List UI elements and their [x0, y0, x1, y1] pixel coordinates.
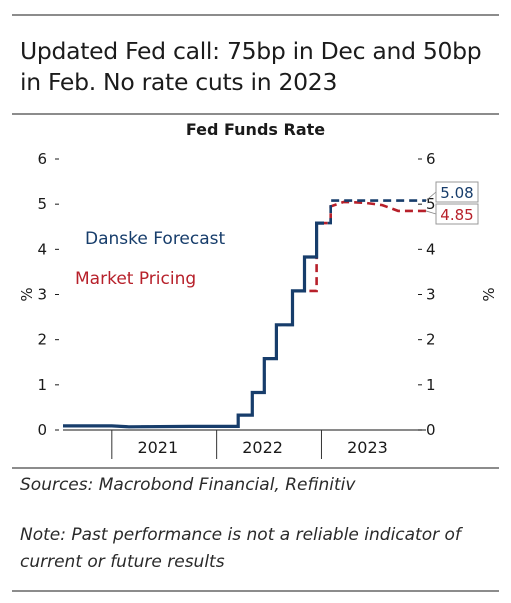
y-axis-label-left: % — [18, 287, 36, 301]
y-tick-label-right: 4 — [426, 240, 436, 258]
page-title: Updated Fed call: 75bp in Dec and 50bp i… — [20, 37, 482, 96]
top-rule — [12, 14, 499, 16]
y-tick-label-left: 1 — [37, 376, 47, 394]
series-line-actual — [63, 221, 324, 429]
y-tick-label-right: 0 — [426, 421, 436, 439]
y-axis-label-right: % — [480, 287, 498, 301]
y-tick-label-left: 6 — [37, 150, 47, 168]
legend-danske-forecast: Danske Forecast — [85, 229, 226, 249]
y-tick-label-right: 6 — [426, 150, 436, 168]
y-tick-label-left: 0 — [37, 421, 47, 439]
x-tick-label: 2021 — [137, 438, 178, 457]
bottom-rule — [12, 590, 499, 592]
end-value-label-danske-forecast: 5.08 — [440, 184, 473, 202]
x-tick-label: 2022 — [242, 438, 283, 457]
y-tick-label-right: 3 — [426, 286, 436, 304]
y-tick-label-right: 1 — [426, 376, 436, 394]
y-tick-label-left: 5 — [37, 195, 47, 213]
y-tick-label-left: 2 — [37, 331, 47, 349]
end-label-leader — [425, 210, 437, 215]
end-label-box — [435, 203, 479, 225]
y-tick-label-left: 4 — [37, 240, 47, 258]
sources-text: Sources: Macrobond Financial, Refinitiv — [20, 475, 356, 495]
legend-market-pricing: Market Pricing — [75, 269, 196, 289]
fed-funds-chart: 0 0 1 1 2 2 3 3 4 4 5 5 6 6% % 2021 2022 2023 5.08 4.85 Dans… — [18, 150, 498, 459]
chart-divider — [12, 467, 499, 469]
series-line-market-pricing — [309, 200, 426, 293]
end-label-box — [435, 181, 479, 203]
x-tick-label: 2023 — [347, 438, 388, 457]
title-divider — [12, 113, 499, 115]
end-label-leader — [425, 191, 437, 201]
y-tick-label-left: 3 — [37, 286, 47, 304]
chart-title: Fed Funds Rate — [185, 120, 326, 139]
disclaimer-note: Note: Past performance is not a reliable… — [20, 525, 461, 572]
end-value-label-market-pricing: 4.85 — [440, 206, 473, 224]
y-tick-label-right: 2 — [426, 331, 436, 349]
y-tick-label-right: 5 — [426, 195, 436, 213]
